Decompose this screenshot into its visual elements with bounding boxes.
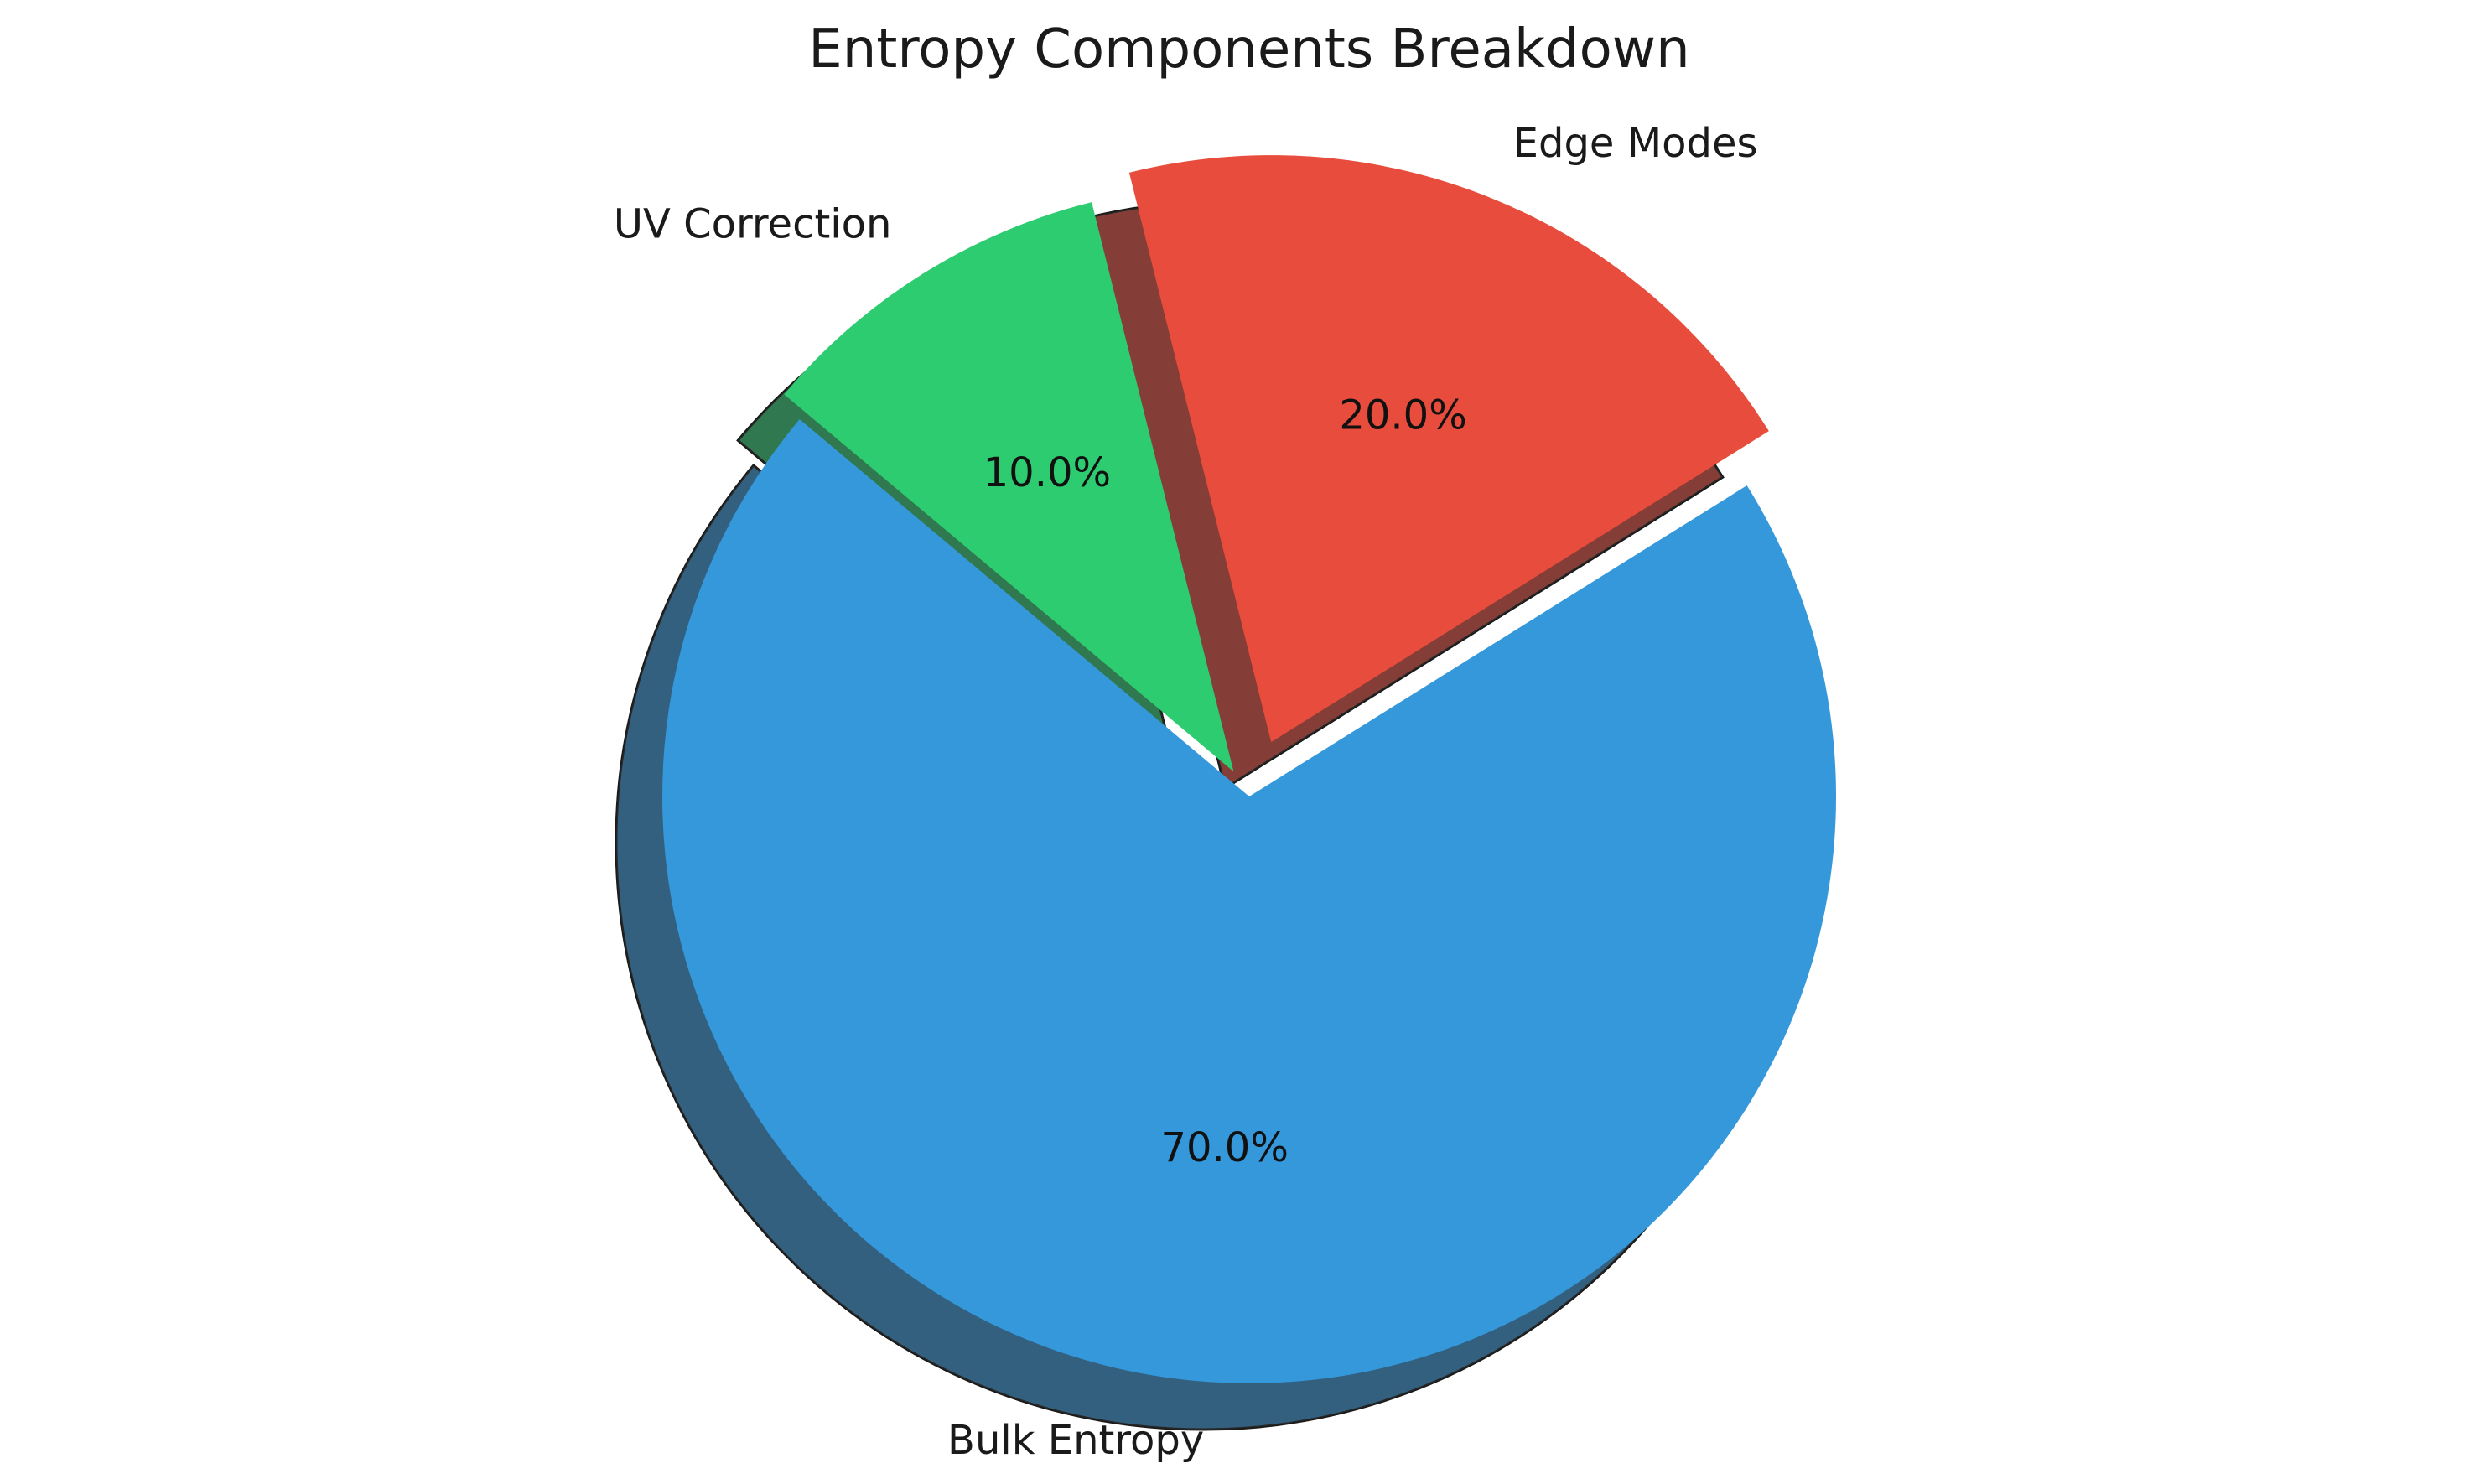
percent-label-uv-correction: 10.0% (983, 449, 1111, 496)
pie-slice-bulk-entropy (662, 419, 1836, 1384)
pie-slice-edge-modes (1128, 155, 1769, 743)
slices (662, 155, 1836, 1384)
slice-labels: Bulk Entropy Edge Modes UV Correction (614, 120, 1758, 1464)
percent-labels: 70.0% 20.0% 10.0% (983, 392, 1467, 1171)
slice-label-edge-modes: Edge Modes (1513, 120, 1758, 167)
slice-label-bulk-entropy: Bulk Entropy (947, 1417, 1204, 1464)
chart-title: Entropy Components Breakdown (808, 18, 1689, 80)
slice-label-uv-correction: UV Correction (614, 200, 892, 247)
percent-label-edge-modes: 20.0% (1339, 392, 1466, 439)
percent-label-bulk-entropy: 70.0% (1160, 1124, 1288, 1171)
pie-slice-uv-correction (784, 202, 1234, 772)
